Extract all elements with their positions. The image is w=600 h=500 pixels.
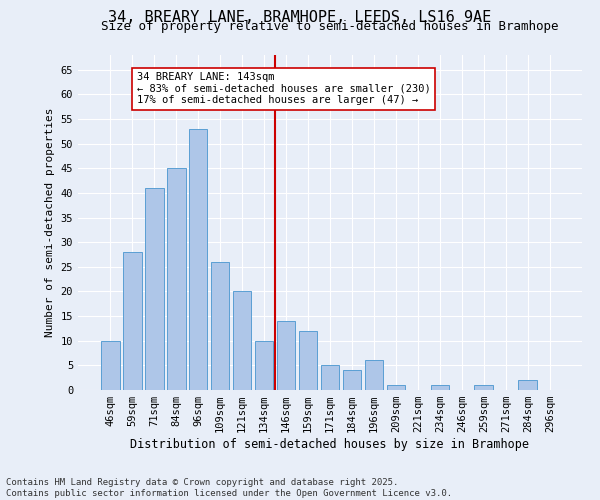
Title: Size of property relative to semi-detached houses in Bramhope: Size of property relative to semi-detach… [101, 20, 559, 33]
Bar [365, 360, 383, 390]
Text: 34, BREARY LANE, BRAMHOPE, LEEDS, LS16 9AE: 34, BREARY LANE, BRAMHOPE, LEEDS, LS16 9… [109, 10, 491, 25]
Bar [320, 366, 340, 390]
Text: Contains HM Land Registry data © Crown copyright and database right 2025.
Contai: Contains HM Land Registry data © Crown c… [6, 478, 452, 498]
X-axis label: Distribution of semi-detached houses by size in Bramhope: Distribution of semi-detached houses by … [131, 438, 530, 451]
Bar [475, 385, 493, 390]
Text: 34 BREARY LANE: 143sqm
← 83% of semi-detached houses are smaller (230)
17% of se: 34 BREARY LANE: 143sqm ← 83% of semi-det… [137, 72, 430, 106]
Bar [189, 129, 208, 390]
Bar [386, 385, 405, 390]
Bar [167, 168, 185, 390]
Bar [431, 385, 449, 390]
Y-axis label: Number of semi-detached properties: Number of semi-detached properties [45, 108, 55, 337]
Bar [145, 188, 164, 390]
Bar [211, 262, 229, 390]
Bar [233, 292, 251, 390]
Bar [343, 370, 361, 390]
Bar [101, 340, 119, 390]
Bar [123, 252, 142, 390]
Bar [299, 331, 317, 390]
Bar [518, 380, 537, 390]
Bar [277, 321, 295, 390]
Bar [255, 340, 274, 390]
